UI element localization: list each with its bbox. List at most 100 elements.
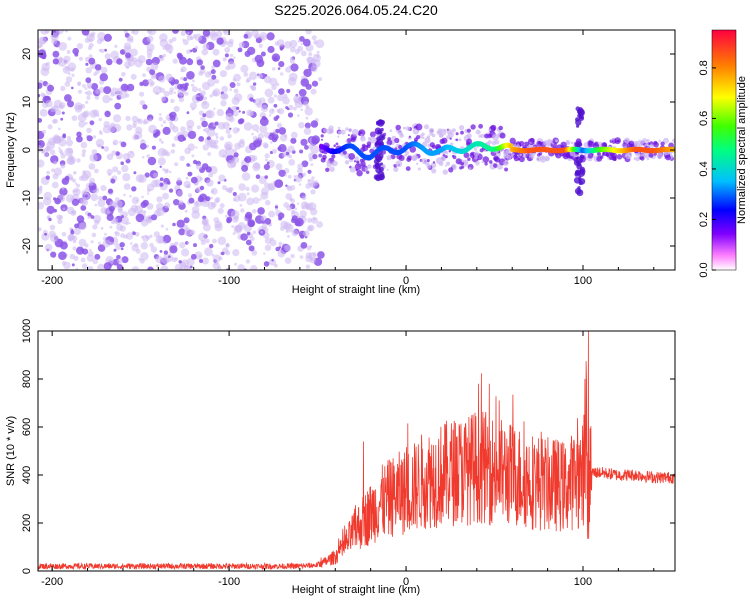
noise-blob [307, 169, 312, 174]
noise-blob [187, 171, 193, 177]
signal-halo-dot [466, 128, 471, 133]
signal-halo-dot [463, 159, 469, 165]
signal-halo-dot [560, 141, 567, 149]
noise-blob [64, 94, 72, 102]
noise-blob [141, 139, 144, 142]
noise-blob [158, 138, 162, 142]
noise-blob [278, 241, 283, 247]
noise-blob [263, 143, 269, 149]
noise-blob [305, 264, 311, 269]
noise-blob [131, 115, 139, 123]
noise-blob [108, 205, 115, 212]
signal-halo-dot [428, 127, 435, 134]
noise-blob [91, 83, 99, 90]
noise-blob [39, 108, 48, 117]
noise-blob [238, 183, 246, 191]
noise-blob [202, 144, 209, 151]
noise-blob [149, 83, 154, 87]
signal-halo-dot [441, 157, 446, 162]
noise-blob [240, 208, 245, 213]
noise-blob [81, 190, 87, 196]
noise-blob [70, 158, 74, 163]
noise-blob [257, 207, 265, 215]
noise-blob [61, 260, 67, 266]
snr-line [38, 331, 675, 571]
noise-blob [186, 32, 190, 35]
noise-blob [52, 119, 57, 124]
noise-blob [142, 120, 147, 125]
y-tick-label: 0 [21, 147, 33, 153]
noise-blob [211, 190, 214, 193]
signal-halo-dot [451, 154, 455, 158]
noise-blob [121, 164, 129, 173]
noise-blob [86, 135, 93, 142]
noise-blob [199, 185, 205, 191]
noise-blob [297, 114, 300, 117]
noise-blob [307, 217, 313, 223]
noise-blob [224, 214, 228, 218]
noise-blob [170, 98, 175, 104]
noise-blob [156, 207, 165, 217]
noise-blob [290, 198, 295, 204]
signal-halo-dot [424, 137, 431, 144]
noise-blob [54, 197, 61, 205]
noise-blob [227, 134, 232, 139]
noise-blob [183, 217, 190, 224]
signal-halo-dot [458, 138, 462, 142]
noise-blob [160, 224, 164, 228]
noise-blob [53, 208, 57, 213]
noise-blob [162, 234, 172, 244]
spectrogram-y-axis-title: Frequency (Hz) [5, 112, 17, 188]
signal-burst-dot [575, 156, 579, 160]
noise-blob [213, 217, 220, 223]
noise-blob [202, 223, 211, 232]
noise-blob [299, 149, 304, 154]
noise-blob [227, 61, 236, 70]
noise-blob [89, 120, 95, 126]
noise-blob [312, 154, 318, 160]
noise-blob [165, 73, 173, 82]
noise-blob [80, 141, 88, 149]
noise-blob [232, 110, 239, 117]
noise-blob [199, 259, 203, 263]
noise-blob [79, 196, 87, 204]
noise-blob [212, 48, 220, 56]
noise-blob [252, 82, 257, 86]
colorbar-tick-label: 0.2 [698, 212, 710, 227]
noise-blob [278, 169, 286, 177]
noise-blob [71, 198, 80, 206]
signal-halo-dot [444, 155, 448, 159]
noise-blob [58, 251, 67, 260]
signal-halo-dot [482, 156, 490, 163]
noise-blob [125, 52, 131, 59]
signal-burst-dot [578, 180, 583, 186]
noise-blob [191, 86, 198, 93]
snr-x-axis-title: Height of straight line (km) [292, 584, 420, 596]
noise-blob [244, 157, 248, 162]
noise-blob [58, 146, 61, 150]
signal-halo-dot [536, 156, 542, 162]
noise-blob [182, 39, 189, 46]
signal-halo-dot [361, 143, 366, 148]
noise-blob [140, 251, 149, 261]
noise-blob [134, 205, 143, 214]
noise-blob [220, 93, 227, 100]
signal-halo-dot [467, 157, 471, 161]
noise-blob [182, 137, 187, 141]
noise-blob [217, 207, 224, 214]
noise-blob [206, 109, 215, 119]
noise-blob [191, 154, 195, 158]
noise-blob [71, 86, 74, 90]
noise-blob [252, 209, 257, 214]
signal-halo-dot [393, 166, 399, 172]
noise-blob [135, 249, 141, 254]
noise-blob [260, 35, 265, 40]
noise-blob [245, 259, 251, 264]
signal-halo-dot [354, 163, 362, 171]
noise-blob [97, 244, 106, 252]
noise-blob [132, 231, 136, 236]
noise-blob [140, 219, 149, 227]
signal-halo-dot [646, 157, 650, 161]
noise-blob [310, 163, 314, 167]
noise-blob [271, 259, 274, 262]
